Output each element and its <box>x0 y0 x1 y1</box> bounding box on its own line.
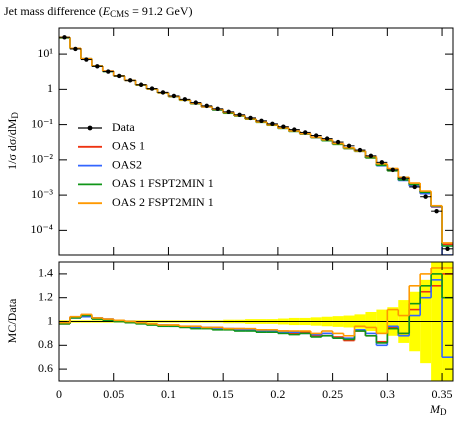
data-point <box>95 64 100 69</box>
data-point <box>226 109 231 115</box>
legend-label: OAS 1 <box>112 139 145 153</box>
y-tick-label: 0.8 <box>38 337 53 351</box>
data-point <box>390 167 396 173</box>
x-tick-label: 0.15 <box>213 387 234 401</box>
y-tick-label: 1 <box>47 313 53 327</box>
x-tick-label: 0.35 <box>432 387 453 401</box>
x-tick-label: 0.2 <box>270 387 285 401</box>
x-axis-label: MD <box>429 402 447 417</box>
x-tick-label: 0.05 <box>103 387 124 401</box>
data-point <box>106 69 111 74</box>
data-point <box>127 78 133 83</box>
data-point <box>182 97 188 102</box>
y-tick-label: 0.6 <box>38 361 53 375</box>
data-point <box>259 118 264 124</box>
y-tick-label: 1.4 <box>38 266 53 280</box>
data-point <box>346 143 352 149</box>
x-tick-label: 0.3 <box>380 387 395 401</box>
y-tick-label: 1 <box>47 81 53 95</box>
legend-marker <box>87 125 93 131</box>
y-axis-label: 1/σ dσ/dMD <box>5 112 20 170</box>
ratio-y-axis-label: MC/Data <box>5 298 19 343</box>
data-point <box>368 153 374 159</box>
data-point <box>401 176 406 181</box>
y-tick-label: 10⁻³ <box>31 187 53 201</box>
data-point <box>116 73 122 79</box>
data-point <box>237 112 242 117</box>
legend-label: Data <box>112 120 135 134</box>
y-tick-label: 10⁻¹ <box>31 116 53 130</box>
data-point <box>62 35 67 40</box>
data-point <box>248 115 253 121</box>
data-point <box>193 100 199 105</box>
data-point <box>204 103 209 109</box>
main-frame <box>58 27 454 256</box>
chart-title: Jet mass difference (ECMS = 91.2 GeV) <box>4 4 193 19</box>
data-point <box>281 124 286 129</box>
x-tick-label: 0 <box>56 387 62 401</box>
ratio-frame <box>58 261 454 382</box>
data-point <box>84 57 89 62</box>
y-tick-label: 10⁻² <box>31 152 53 166</box>
data-point <box>357 147 363 153</box>
data-point <box>149 86 155 91</box>
data-point <box>215 106 220 112</box>
y-tick-label: 10⁻⁴ <box>30 222 53 236</box>
axes: 10⁻⁴ 10⁻³ 10⁻² 10⁻¹ 1 10¹ Data OAS 1 OAS2 OAS 1 F… <box>30 28 453 401</box>
data-point <box>313 133 319 138</box>
main-plot <box>59 35 453 255</box>
data-point <box>335 139 341 145</box>
legend-label: OAS 1 FSPT2MIN 1 <box>112 176 214 190</box>
data-point <box>445 246 450 251</box>
x-tick-label: 0.1 <box>161 387 176 401</box>
data-point <box>171 93 177 99</box>
data-point <box>412 184 417 190</box>
y-tick-label: 1.2 <box>38 289 53 303</box>
data-point <box>73 46 78 52</box>
data-point <box>434 208 439 214</box>
x-tick-label: 0.25 <box>322 387 343 401</box>
data-point <box>138 82 144 87</box>
data-point <box>292 127 297 132</box>
data-point <box>270 121 275 127</box>
data-point <box>324 136 330 141</box>
legend-label: OAS2 <box>112 157 142 171</box>
data-point <box>160 90 166 95</box>
data-point <box>423 194 428 199</box>
y-tick-label: 10¹ <box>37 46 53 60</box>
legend-label: OAS 2 FSPT2MIN 1 <box>112 195 214 209</box>
data-point <box>379 160 385 165</box>
data-point <box>303 130 308 135</box>
